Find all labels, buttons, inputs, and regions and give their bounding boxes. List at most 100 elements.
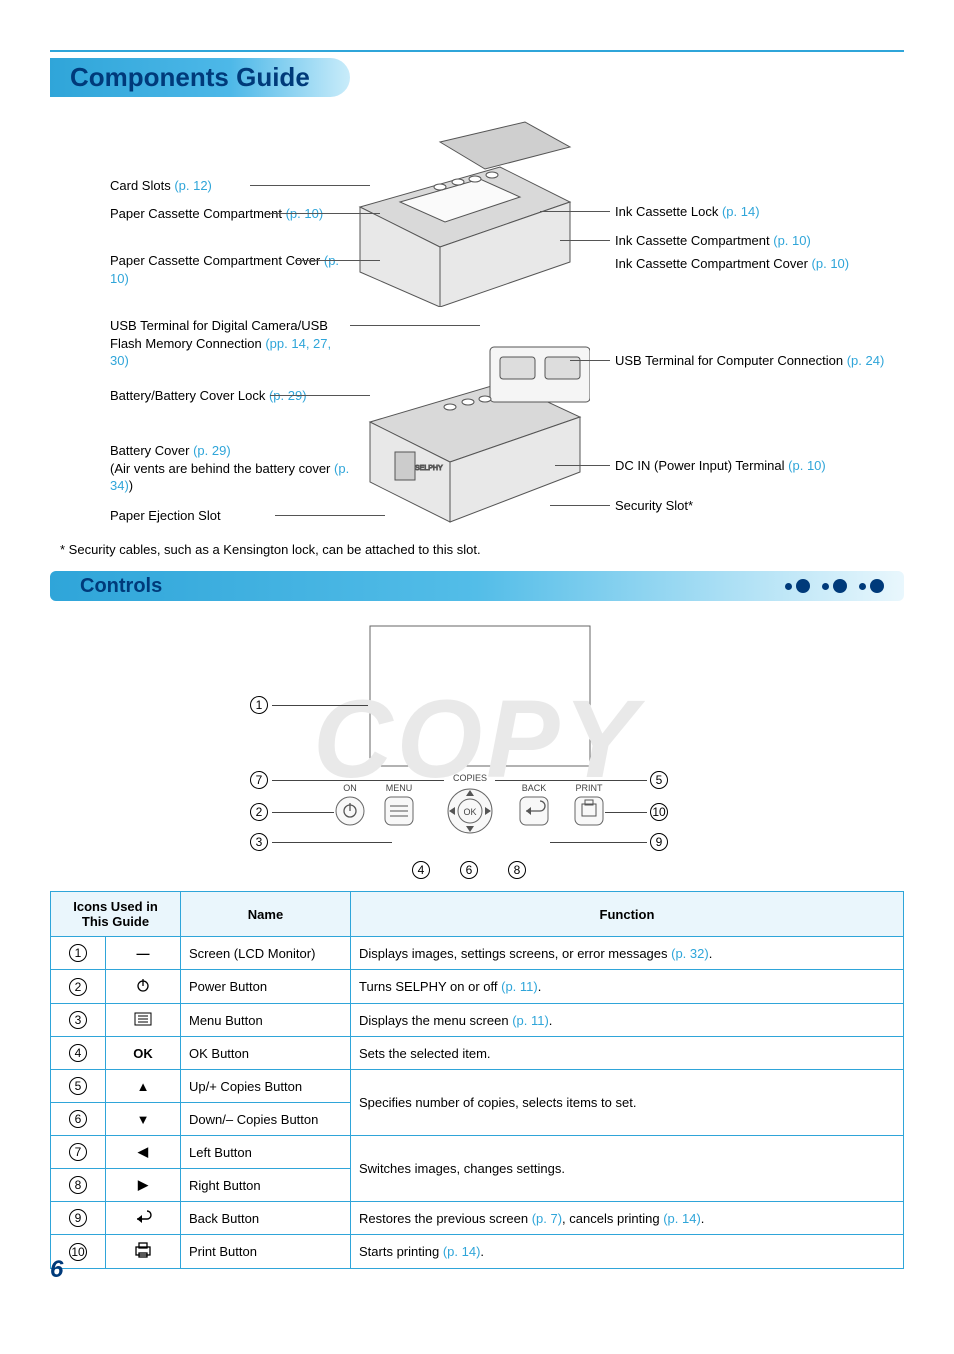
leader-line bbox=[270, 213, 380, 214]
callout-paper-cassette-cover: Paper Cassette Compartment Cover (p. 10) bbox=[110, 252, 350, 287]
diagram-num-7: 7 bbox=[250, 771, 268, 789]
leader-line bbox=[275, 515, 385, 516]
leader-line bbox=[272, 780, 444, 781]
section-header-controls: Controls bbox=[50, 571, 904, 601]
leader-line bbox=[295, 260, 380, 261]
col-name: Down/– Copies Button bbox=[181, 1103, 351, 1136]
col-function: Displays the menu screen (p. 11). bbox=[351, 1004, 904, 1037]
callout-usb-computer: USB Terminal for Computer Connection (p.… bbox=[615, 352, 895, 370]
col-icon bbox=[106, 1235, 181, 1269]
callout-ink-cover: Ink Cassette Compartment Cover (p. 10) bbox=[615, 255, 895, 273]
callout-ink-compartment: Ink Cassette Compartment (p. 10) bbox=[615, 232, 895, 250]
col-icon: ▶ bbox=[106, 1169, 181, 1202]
callout-battery-cover: Battery Cover (p. 29)(Air vents are behi… bbox=[110, 442, 350, 495]
svg-text:COPIES: COPIES bbox=[453, 773, 487, 783]
leader-line bbox=[272, 812, 334, 813]
diagram-num-6: 6 bbox=[460, 861, 478, 879]
svg-text:SELPHY: SELPHY bbox=[415, 465, 443, 472]
leader-line bbox=[270, 395, 370, 396]
leader-line bbox=[272, 842, 392, 843]
leader-line bbox=[550, 505, 610, 506]
col-icon bbox=[106, 1202, 181, 1235]
col-function: Restores the previous screen (p. 7), can… bbox=[351, 1202, 904, 1235]
printer-front-illustration bbox=[330, 107, 590, 307]
controls-diagram: COPY ON MENU COPIES BACK PRINT OK bbox=[50, 611, 904, 881]
table-row: 3 Menu ButtonDisplays the menu screen (p.… bbox=[51, 1004, 904, 1037]
svg-text:PRINT: PRINT bbox=[576, 783, 604, 793]
col-function: Switches images, changes settings. bbox=[351, 1136, 904, 1202]
col-name: Screen (LCD Monitor) bbox=[181, 937, 351, 970]
col-number: 6 bbox=[51, 1103, 106, 1136]
th-name: Name bbox=[181, 892, 351, 937]
printer-rear-illustration: SELPHY bbox=[330, 307, 590, 527]
col-number: 7 bbox=[51, 1136, 106, 1169]
col-number: 1 bbox=[51, 937, 106, 970]
callout-dcin: DC IN (Power Input) Terminal (p. 10) bbox=[615, 457, 895, 475]
svg-text:BACK: BACK bbox=[522, 783, 547, 793]
table-row: 7◀Left ButtonSwitches images, changes se… bbox=[51, 1136, 904, 1169]
table-row: 2 Power ButtonTurns SELPHY on or off (p. … bbox=[51, 970, 904, 1004]
col-name: Print Button bbox=[181, 1235, 351, 1269]
col-icon: — bbox=[106, 937, 181, 970]
col-name: Menu Button bbox=[181, 1004, 351, 1037]
leader-line bbox=[540, 211, 610, 212]
top-rule bbox=[50, 50, 904, 52]
col-icon bbox=[106, 970, 181, 1004]
leader-line bbox=[550, 842, 647, 843]
col-function: Turns SELPHY on or off (p. 11). bbox=[351, 970, 904, 1004]
col-number: 3 bbox=[51, 1004, 106, 1037]
col-icon: ▼ bbox=[106, 1103, 181, 1136]
decorative-dots bbox=[785, 579, 892, 593]
diagram-num-1: 1 bbox=[250, 696, 268, 714]
table-row: 9 Back ButtonRestores the previous screen… bbox=[51, 1202, 904, 1235]
diagram-num-8: 8 bbox=[508, 861, 526, 879]
col-number: 4 bbox=[51, 1037, 106, 1070]
leader-line bbox=[605, 812, 647, 813]
components-diagram: SELPHY Card Slots (p. 12) Paper Cassette… bbox=[50, 107, 904, 537]
th-function: Function bbox=[351, 892, 904, 937]
callout-ink-lock: Ink Cassette Lock (p. 14) bbox=[615, 203, 895, 221]
leader-line bbox=[495, 780, 647, 781]
col-name: Right Button bbox=[181, 1169, 351, 1202]
controls-table: Icons Used in This Guide Name Function 1… bbox=[50, 891, 904, 1269]
table-row: 5▲Up/+ Copies ButtonSpecifies number of … bbox=[51, 1070, 904, 1103]
col-number: 9 bbox=[51, 1202, 106, 1235]
diagram-num-10: 10 bbox=[650, 803, 668, 821]
diagram-num-3: 3 bbox=[250, 833, 268, 851]
col-number: 8 bbox=[51, 1169, 106, 1202]
section-header-components: Components Guide bbox=[50, 58, 350, 97]
col-number: 5 bbox=[51, 1070, 106, 1103]
col-icon bbox=[106, 1004, 181, 1037]
leader-line bbox=[555, 465, 610, 466]
col-number: 2 bbox=[51, 970, 106, 1004]
col-name: Power Button bbox=[181, 970, 351, 1004]
col-function: Starts printing (p. 14). bbox=[351, 1235, 904, 1269]
th-icons: Icons Used in This Guide bbox=[51, 892, 181, 937]
table-row: 4OKOK ButtonSets the selected item. bbox=[51, 1037, 904, 1070]
leader-line bbox=[570, 360, 610, 361]
callout-usb-camera: USB Terminal for Digital Camera/USB Flas… bbox=[110, 317, 350, 370]
callout-security-slot: Security Slot* bbox=[615, 497, 895, 515]
svg-text:ON: ON bbox=[343, 783, 357, 793]
controls-panel-illustration: ON MENU COPIES BACK PRINT OK bbox=[50, 611, 904, 881]
svg-text:OK: OK bbox=[463, 807, 476, 817]
col-name: Back Button bbox=[181, 1202, 351, 1235]
col-function: Displays images, settings screens, or er… bbox=[351, 937, 904, 970]
page-number: 6 bbox=[50, 1256, 63, 1284]
col-name: OK Button bbox=[181, 1037, 351, 1070]
col-function: Sets the selected item. bbox=[351, 1037, 904, 1070]
leader-line bbox=[350, 325, 480, 326]
col-name: Up/+ Copies Button bbox=[181, 1070, 351, 1103]
diagram-num-9: 9 bbox=[650, 833, 668, 851]
diagram-num-2: 2 bbox=[250, 803, 268, 821]
col-function: Specifies number of copies, selects item… bbox=[351, 1070, 904, 1136]
security-footnote: * Security cables, such as a Kensington … bbox=[60, 542, 904, 557]
col-icon: ◀ bbox=[106, 1136, 181, 1169]
col-icon: ▲ bbox=[106, 1070, 181, 1103]
col-name: Left Button bbox=[181, 1136, 351, 1169]
diagram-num-4: 4 bbox=[412, 861, 430, 879]
leader-line bbox=[560, 240, 610, 241]
leader-line bbox=[272, 705, 368, 706]
col-icon: OK bbox=[106, 1037, 181, 1070]
leader-line bbox=[250, 185, 370, 186]
